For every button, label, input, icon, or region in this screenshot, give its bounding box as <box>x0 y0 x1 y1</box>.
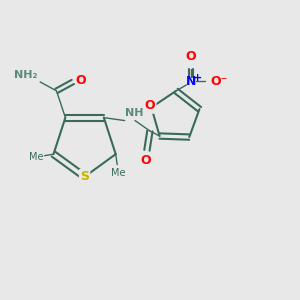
Text: NH: NH <box>125 108 144 118</box>
Text: O⁻: O⁻ <box>210 75 227 88</box>
Text: S: S <box>80 170 89 183</box>
Text: Me: Me <box>28 152 43 162</box>
Text: O: O <box>145 100 155 112</box>
Text: N: N <box>186 75 196 88</box>
Text: NH₂: NH₂ <box>14 70 38 80</box>
Text: O: O <box>186 50 196 63</box>
Text: Me: Me <box>111 167 126 178</box>
Text: O: O <box>140 154 151 167</box>
Text: O: O <box>76 74 86 87</box>
Text: +: + <box>193 74 203 83</box>
